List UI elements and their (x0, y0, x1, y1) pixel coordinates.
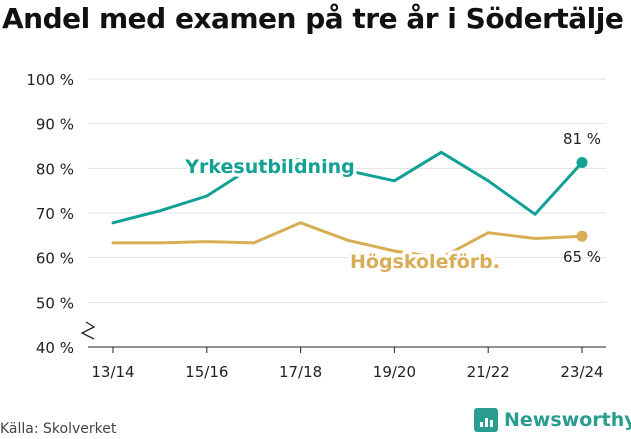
y-axis-tick-labels: 40 % 50 % 60 % 70 % 80 % 90 % 100 % (26, 71, 74, 357)
x-axis (80, 321, 606, 353)
y-tick-label: 100 % (26, 71, 74, 89)
x-tick-label: 21/22 (467, 363, 510, 381)
gridlines (88, 78, 606, 303)
series-end-point (576, 157, 588, 169)
brand-logo: Newsworthy (474, 408, 631, 432)
y-tick-label: 70 % (36, 205, 74, 223)
x-axis-tick-labels: 13/14 15/16 17/18 19/20 21/22 23/24 (91, 363, 603, 381)
y-tick-label: 40 % (36, 339, 74, 357)
series-line-yrkesutbildning (111, 150, 584, 225)
x-tick-label: 15/16 (185, 363, 228, 381)
series-labels: Yrkesutbildning Högskoleförb. 81 % 65 % (181, 130, 601, 277)
x-tick-label: 23/24 (560, 363, 603, 381)
end-value-label: 81 % (563, 130, 601, 148)
brand-name: Newsworthy (504, 409, 631, 431)
series-lines (111, 150, 588, 260)
x-tick-label: 17/18 (279, 363, 322, 381)
y-tick-label: 90 % (36, 116, 74, 134)
series-end-point (576, 230, 588, 242)
series-name-label: Högskoleförb. (350, 251, 500, 273)
chart-title: Andel med examen på tre år i Södertälje (2, 2, 624, 35)
series-name-label: Yrkesutbildning (184, 156, 354, 178)
source-note: Källa: Skolverket (0, 421, 117, 437)
x-tick-label: 19/20 (373, 363, 416, 381)
x-tick-label: 13/14 (91, 363, 134, 381)
axis-break-marker (80, 321, 96, 340)
end-value-label: 65 % (563, 248, 601, 266)
bar-chart-bubble-icon (474, 408, 498, 432)
series-line-hogskoleforb (111, 221, 584, 260)
y-tick-label: 80 % (36, 160, 74, 178)
y-tick-label: 60 % (36, 250, 74, 268)
y-tick-label: 50 % (36, 294, 74, 312)
